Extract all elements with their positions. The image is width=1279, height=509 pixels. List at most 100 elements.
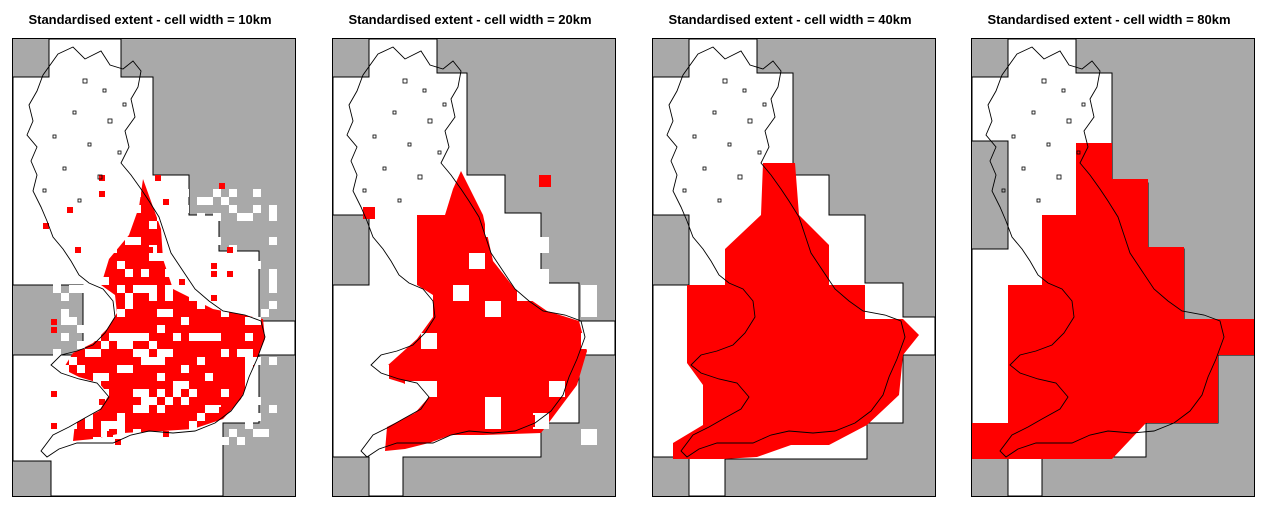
lake-outline [122,102,127,107]
absence-cell [253,413,261,421]
lake-outline [392,110,397,115]
absence-cell [469,253,485,269]
absence-cell [117,365,125,373]
absence-cell [181,397,189,405]
absence-cell [93,197,101,205]
absence-cell [101,373,109,381]
map-40km [653,39,935,496]
absence-cell [165,269,173,277]
absence-cell [61,397,69,405]
absence-cell [205,229,213,237]
absence-cell [205,245,213,253]
absence-cell [101,421,109,429]
lake-outline [1021,166,1026,171]
map-frame [652,38,936,497]
absence-cell [85,397,93,405]
presence-cell [107,431,113,437]
lake-outline [1076,150,1081,155]
map-10km [13,39,295,496]
absence-cell [93,301,101,309]
absence-cell [165,397,173,405]
absence-cell [189,293,197,301]
presence-cell [219,407,225,413]
lake-outline [72,110,77,115]
absence-cell [101,293,109,301]
presence-cell [51,327,57,333]
absence-cell [485,205,501,221]
presence-area [673,163,919,459]
absence-cell [93,381,101,389]
absence-cell [213,405,221,413]
panel-title: Standardised extent - cell width = 10km [28,12,272,27]
lake-outline [87,142,92,147]
lake-outline [442,102,447,107]
absence-cell [69,285,77,293]
absence-cell [405,381,421,397]
lake-outline [1066,118,1072,124]
absence-cell [245,381,253,389]
absence-cell [197,357,205,365]
absence-cell [157,253,165,261]
presence-cell [211,271,217,277]
absence-cell [581,301,597,317]
absence-cell [109,333,117,341]
absence-cell [581,285,597,301]
lake-outline [372,134,377,139]
absence-cell [269,237,277,245]
absence-cell [237,213,245,221]
presence-cell [219,183,225,189]
map-frame [332,38,616,497]
presence-cell [227,247,233,253]
absence-cell [253,429,261,437]
absence-cell [149,253,157,261]
map-panel-40km: Standardised extent - cell width = 40km [640,0,940,509]
absence-cell [133,285,141,293]
absence-cell [269,213,277,221]
absence-cell [165,293,173,301]
lake-outline [1011,134,1016,139]
absence-cell [533,237,549,253]
absence-cell [205,437,213,445]
absence-cell [197,221,205,229]
presence-cell [227,271,233,277]
lake-outline [77,198,82,203]
panel-title: Standardised extent - cell width = 80km [987,12,1231,27]
absence-cell [181,205,189,213]
absence-cell [109,237,117,245]
absence-cell [53,357,61,365]
lake-outline [1031,110,1036,115]
presence-cell [163,199,169,205]
lake-outline [717,198,722,203]
absence-cell [269,357,277,365]
absence-cell [173,381,181,389]
absence-cell [269,277,277,285]
absence-cell [125,269,133,277]
absence-cell [93,189,101,197]
presence-cell [179,279,185,285]
absence-cell [405,301,421,317]
absence-cell [125,333,133,341]
absence-cell [189,429,197,437]
absence-cell [133,405,141,413]
absence-cell [149,285,157,293]
absence-cell [77,365,85,373]
absence-cell [93,349,101,357]
absence-cell [117,213,125,221]
absence-cell [117,341,125,349]
lake-outline [1046,142,1051,147]
absence-cell [53,413,61,421]
absence-cell [269,205,277,213]
absence-cell [109,245,117,253]
absence-cell [141,349,149,357]
absence-cell [149,397,157,405]
absence-cell [85,213,93,221]
absence-cell [157,309,165,317]
lake-outline [757,150,762,155]
presence-cell [43,223,49,229]
absence-cell [101,277,109,285]
presence-cell [51,423,57,429]
absence-cell [53,261,61,269]
presence-cell [123,391,129,397]
panel-title: Standardised extent - cell width = 20km [348,12,592,27]
lake-outline [62,166,67,171]
